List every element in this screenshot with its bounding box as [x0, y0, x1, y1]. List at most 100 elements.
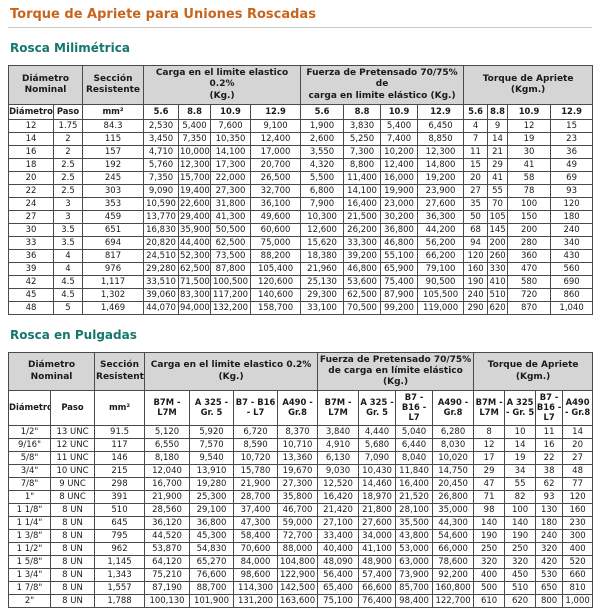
table-cell: 77	[562, 477, 594, 492]
table-cell: 157	[82, 144, 145, 159]
table-cell: 250	[504, 542, 537, 557]
table-cell: 66,200	[417, 248, 465, 263]
table-cell: 58	[507, 170, 552, 185]
table-cell: 71	[473, 490, 506, 505]
table-cell: 94	[463, 235, 489, 250]
table-cell: 1,302	[82, 287, 145, 302]
table-cell: 65,900	[380, 261, 419, 276]
table-cell: 12,400	[250, 131, 302, 146]
table-cell: 98,600	[233, 568, 279, 583]
table-cell: 34,000	[358, 529, 397, 544]
table-cell: 962	[94, 542, 146, 557]
table-cell: 10,720	[233, 451, 279, 466]
table-cell: 32,700	[250, 183, 302, 198]
table-cell: 330	[487, 261, 509, 276]
table-cell: 15,700	[178, 170, 212, 185]
section-rosca-en-pulgadas: Rosca en Pulgadas Diámetro Nominal Secció…	[7, 327, 594, 608]
table-cell: 8,800	[343, 157, 382, 172]
table-cell: 100	[507, 196, 552, 211]
table-cell: 120,600	[250, 274, 302, 289]
table-cell: 795	[94, 529, 146, 544]
table-cell: 62	[535, 477, 564, 492]
table-cell: 7,350	[178, 131, 212, 146]
table-cell: 360	[507, 248, 552, 263]
table-cell: 8 UNC	[49, 490, 96, 505]
table-row: 2" 8 UN 1,788 100,130 101,900 131,200 163,600 7…	[8, 594, 594, 608]
table-cell: 870	[507, 300, 552, 315]
table-row: 1 1/4" 8 UN 645 36,120 36,800 47,300 59,000 27,…	[8, 516, 594, 531]
table-cell: 87,190	[144, 581, 191, 596]
table-cell: 62,500	[210, 235, 252, 250]
table-cell: 10,590	[143, 196, 180, 211]
table-cell: 320	[535, 542, 564, 557]
table-cell: 4.5	[52, 274, 84, 289]
table-cell: 131,200	[233, 594, 279, 608]
table-cell: 800	[535, 594, 564, 608]
table-cell: 1 1/8"	[8, 503, 51, 518]
table-cell: 48,090	[317, 555, 360, 570]
column-header-row: Diámetro Paso mm² 5.6 8.8 10.9 12.9 5.6 8.8 10.9 1…	[8, 103, 594, 120]
table-cell: 34	[504, 464, 537, 479]
table-cell: 55	[487, 183, 509, 198]
table-cell: 4,440	[358, 425, 397, 440]
table-cell: 105,500	[417, 287, 465, 302]
table-cell: 5	[52, 300, 84, 315]
table-cell: 130	[535, 503, 564, 518]
table-cell: 2	[52, 131, 84, 146]
table-cell: 92,200	[432, 568, 475, 583]
column-header: 10.9	[210, 103, 252, 120]
table-cell: 1 3/4"	[8, 568, 51, 583]
table-cell: 7/8"	[8, 477, 51, 492]
column-header: B7M - L7M	[144, 390, 191, 427]
table-cell: 16	[535, 438, 564, 453]
table-row: 30 3.5 651 16,830 35,900 50,500 60,600 12,600 26…	[8, 222, 594, 237]
column-group-header: Fuerza de Pretensado 70/75% de carga en …	[317, 351, 475, 392]
table-cell: 72,700	[277, 529, 319, 544]
table-body: 1/2" 13 UNC 91.5 5,120 5,920 6,720 8,370 3,840 4…	[8, 425, 594, 608]
table-cell: 36	[8, 248, 54, 263]
table-cell: 1,000	[562, 594, 594, 608]
table-cell: 68	[463, 222, 489, 237]
table-cell: 28,560	[144, 503, 191, 518]
table-cell: 215	[94, 464, 146, 479]
column-header: 8.8	[343, 103, 382, 120]
table-cell: 10,710	[277, 438, 319, 453]
table-cell: 21	[487, 144, 509, 159]
table-cell: 47	[473, 477, 506, 492]
column-header: Diámetro	[8, 103, 54, 120]
table-cell: 860	[550, 287, 594, 302]
table-cell: 12,300	[417, 144, 465, 159]
table-cell: 190	[473, 529, 506, 544]
table-cell: 290	[463, 300, 489, 315]
table-cell: 391	[94, 490, 146, 505]
table-cell: 17,300	[210, 157, 252, 172]
table-cell: 18,380	[300, 248, 345, 263]
table-cell: 1,469	[82, 300, 145, 315]
table-cell: 75,400	[380, 274, 419, 289]
table-cell: 9 UNC	[49, 477, 96, 492]
table-cell: 2	[52, 144, 84, 159]
table-cell: 30	[8, 222, 54, 237]
table-row: 18 2.5 192 5,760 12,300 17,300 20,700 4,320 8,80…	[8, 157, 594, 172]
table-cell: 43,800	[395, 529, 434, 544]
table-cell: 44,400	[178, 235, 212, 250]
table-cell: 93	[535, 490, 564, 505]
table-cell: 30,200	[380, 209, 419, 224]
table-cell: 245	[82, 170, 145, 185]
table-cell: 150	[507, 209, 552, 224]
section-heading-rosca-milimetrica: Rosca Milimétrica	[10, 41, 130, 55]
table-cell: 25,130	[300, 274, 345, 289]
table-cell: 119,000	[417, 300, 465, 315]
table-cell: 300	[562, 529, 594, 544]
table-cell: 8,590	[233, 438, 279, 453]
table-row: 12 1.75 84.3 2,530 5,400 7,600 9,100 1,900 3,830…	[8, 118, 594, 133]
table-row: 24 3 353 10,590 22,600 31,800 36,100 7,900 16,40…	[8, 196, 594, 211]
column-header: A 325 - Gr. 5	[189, 390, 235, 427]
table-cell: 13,910	[189, 464, 235, 479]
table-cell: 500	[473, 581, 506, 596]
section-heading-rosca-en-pulgadas: Rosca en Pulgadas	[10, 327, 137, 342]
table-cell: 60,600	[250, 222, 302, 237]
table-cell: 450	[504, 568, 537, 583]
table-cell: 47,300	[233, 516, 279, 531]
